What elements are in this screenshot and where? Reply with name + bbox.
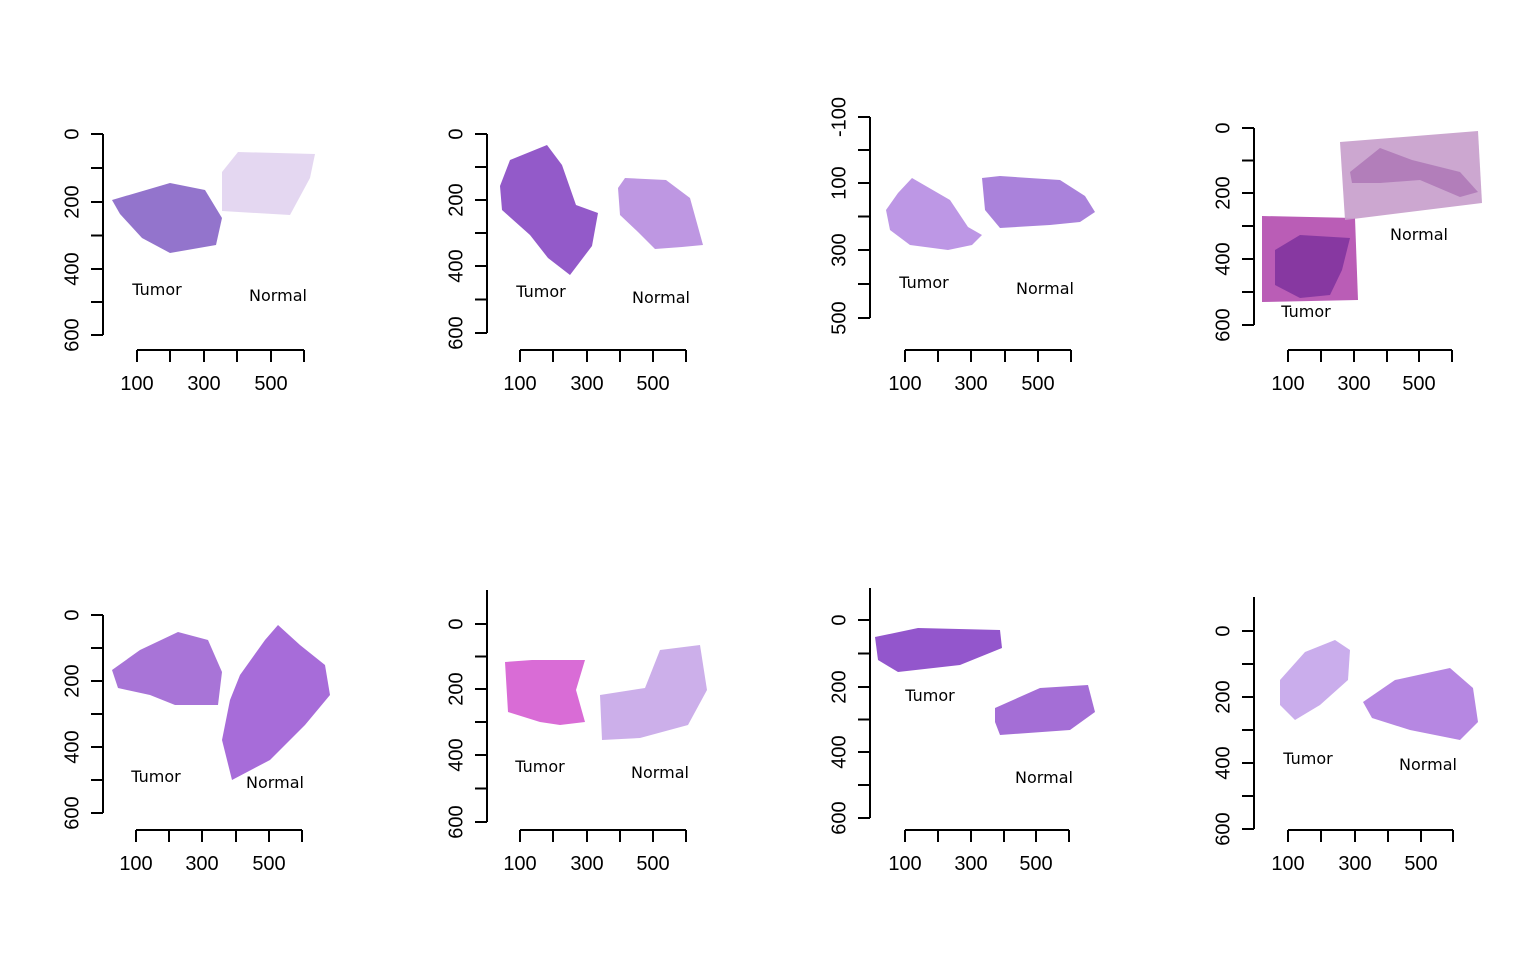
y-tick-label: 0 [61,128,83,139]
y-tick-label: 300 [828,233,850,266]
panel-7: 0 200 400 600 100 300 500 Tumor Normal [828,588,1095,875]
y-tick-label: 0 [1212,122,1234,133]
x-tick-label: 300 [954,853,987,875]
y-tick-label: 200 [828,670,850,703]
tumor-tissue [1280,640,1350,720]
tumor-label: Tumor [898,273,949,292]
y-tick-label: 400 [61,252,83,285]
y-tick-label: 0 [445,618,467,629]
x-tick-label: 500 [636,853,669,875]
x-tick-label: 500 [252,853,285,875]
normal-label: Normal [1399,755,1457,774]
x-tick-label: 500 [1021,373,1054,395]
panel-2: 0 200 400 600 100 300 500 Tumor Normal [445,128,703,395]
x-tick-label: 100 [888,373,921,395]
panel-8: 0 200 400 600 100 300 500 Tumor Normal [1212,597,1478,875]
x-tick-label: 300 [187,373,220,395]
normal-tissue [1363,668,1478,740]
y-tick-label: 400 [828,735,850,768]
normal-label: Normal [249,286,307,305]
tumor-label: Tumor [514,757,565,776]
panel-6: 0 200 400 600 100 300 500 Tumor Normal [445,590,707,875]
tumor-label: Tumor [515,282,566,301]
normal-tissue [222,152,315,215]
y-tick-label: 400 [445,738,467,771]
y-tick-label: 200 [1212,680,1234,713]
y-tick-label: 400 [1212,746,1234,779]
x-tick-label: 500 [636,373,669,395]
normal-stain-region [1350,148,1478,197]
panel-3: -100 100 300 500 100 300 500 Tumor Normal [828,97,1095,395]
panel-4: 0 200 400 600 100 300 500 Tumor Normal [1212,122,1482,395]
tumor-tissue [112,632,222,705]
normal-tissue [600,645,707,740]
x-tick-label: 300 [570,373,603,395]
x-tick-label: 100 [503,373,536,395]
panel-1: 0 200 400 600 100 300 500 Tumor Normal [61,128,315,395]
x-tick-label: 500 [1402,373,1435,395]
normal-label: Normal [632,288,690,307]
y-tick-label: 500 [828,301,850,334]
y-tick-label: 600 [1212,308,1234,341]
normal-tissue [222,625,330,780]
y-tick-label: 0 [828,614,850,625]
normal-tissue [618,178,703,249]
x-tick-label: 300 [954,373,987,395]
y-tick-label: 200 [61,664,83,697]
x-tick-label: 100 [119,853,152,875]
normal-label: Normal [246,773,304,792]
y-tick-label: 600 [828,801,850,834]
tumor-stain-region [1275,235,1350,298]
tumor-label: Tumor [1282,749,1333,768]
tumor-tissue [875,628,1002,672]
tumor-label: Tumor [904,686,955,705]
tumor-label: Tumor [130,767,181,786]
normal-label: Normal [1015,768,1073,787]
y-tick-label: 600 [61,318,83,351]
tumor-label: Tumor [1280,302,1331,321]
tumor-tissue [500,145,598,275]
y-tick-label: 200 [1212,176,1234,209]
y-tick-label: 400 [1212,242,1234,275]
normal-label: Normal [1016,279,1074,298]
y-tick-label: 400 [445,249,467,282]
normal-tissue [995,685,1095,735]
panel-5: 0 200 400 600 100 300 500 Tumor Normal [61,609,330,875]
y-tick-label: 200 [445,183,467,216]
y-tick-label: 100 [828,166,850,199]
y-tick-label: 600 [445,805,467,838]
tumor-tissue [886,178,982,250]
x-tick-label: 300 [1337,373,1370,395]
x-tick-label: 100 [120,373,153,395]
y-tick-label: 0 [61,609,83,620]
normal-tissue [982,176,1095,228]
y-tick-label: 400 [61,730,83,763]
y-tick-label: 600 [445,316,467,349]
y-tick-label: 200 [61,185,83,218]
normal-label: Normal [1390,225,1448,244]
x-tick-label: 100 [1271,373,1304,395]
y-tick-label: 0 [445,128,467,139]
x-tick-label: 100 [503,853,536,875]
x-tick-label: 500 [254,373,287,395]
y-tick-label: 0 [1212,625,1234,636]
x-tick-label: 300 [1338,853,1371,875]
y-tick-label: 600 [1212,812,1234,845]
x-tick-label: 300 [185,853,218,875]
y-tick-label: 200 [445,672,467,705]
x-tick-label: 100 [1271,853,1304,875]
tumor-tissue [112,183,222,253]
x-tick-label: 300 [570,853,603,875]
tumor-label: Tumor [131,280,182,299]
y-tick-label: 600 [61,796,83,829]
normal-label: Normal [631,763,689,782]
tumor-tissue [505,660,585,725]
x-tick-label: 100 [888,853,921,875]
x-tick-label: 500 [1019,853,1052,875]
y-tick-label: -100 [828,97,850,137]
x-tick-label: 500 [1404,853,1437,875]
